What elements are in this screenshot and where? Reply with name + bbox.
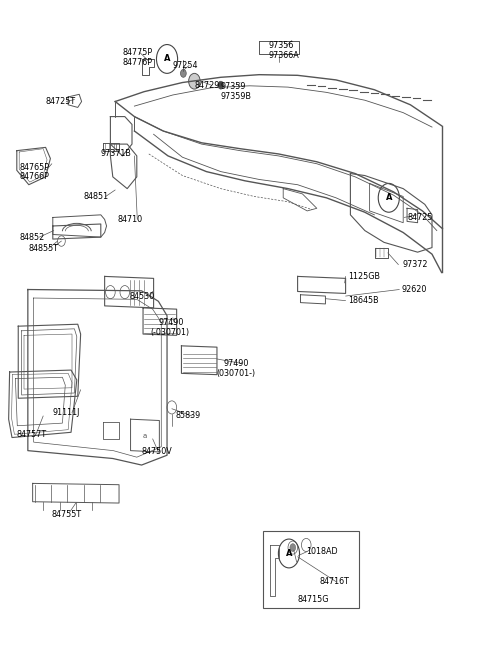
Text: 84775P: 84775P: [122, 48, 153, 57]
Text: 92620: 92620: [401, 285, 427, 294]
Text: 84851: 84851: [84, 192, 109, 201]
Text: 84855T: 84855T: [29, 244, 59, 253]
Circle shape: [189, 73, 200, 89]
Circle shape: [290, 544, 296, 552]
Text: a: a: [143, 432, 147, 439]
Text: 1125GB: 1125GB: [348, 272, 381, 281]
Text: 84715G: 84715G: [298, 595, 329, 604]
Text: 84710: 84710: [118, 215, 143, 224]
Text: 97359: 97359: [221, 82, 246, 91]
Text: A: A: [385, 193, 392, 202]
Text: 97490: 97490: [223, 359, 249, 368]
Text: 84530: 84530: [130, 291, 155, 301]
Text: 84852: 84852: [19, 233, 45, 242]
Text: 1018AD: 1018AD: [306, 547, 338, 556]
Text: 84725T: 84725T: [46, 97, 76, 106]
Text: 84716T: 84716T: [319, 577, 349, 586]
Text: 84729: 84729: [194, 81, 220, 90]
Text: 84776P: 84776P: [122, 58, 153, 67]
Text: 84766P: 84766P: [19, 172, 49, 181]
Text: 84755T: 84755T: [52, 510, 82, 519]
Circle shape: [218, 81, 224, 89]
Text: (-030701): (-030701): [150, 328, 190, 337]
Text: A: A: [286, 549, 292, 558]
Text: 84757T: 84757T: [17, 430, 47, 439]
Text: 97356: 97356: [269, 41, 294, 50]
Circle shape: [180, 69, 186, 77]
Text: 97490: 97490: [158, 318, 184, 327]
Text: 97371B: 97371B: [101, 149, 132, 159]
Text: (030701-): (030701-): [216, 369, 256, 378]
Bar: [263, 531, 359, 608]
Text: 91111J: 91111J: [53, 408, 80, 417]
Text: 97366A: 97366A: [269, 51, 300, 60]
Text: 97254: 97254: [173, 61, 198, 70]
Text: 84725: 84725: [408, 213, 433, 222]
Text: 85839: 85839: [175, 411, 201, 421]
Text: A: A: [164, 54, 170, 64]
Text: 84765P: 84765P: [19, 162, 49, 172]
Text: 84750V: 84750V: [142, 447, 172, 457]
Text: 97372: 97372: [402, 260, 428, 269]
Text: 97359B: 97359B: [221, 92, 252, 101]
Text: 18645B: 18645B: [348, 296, 379, 305]
